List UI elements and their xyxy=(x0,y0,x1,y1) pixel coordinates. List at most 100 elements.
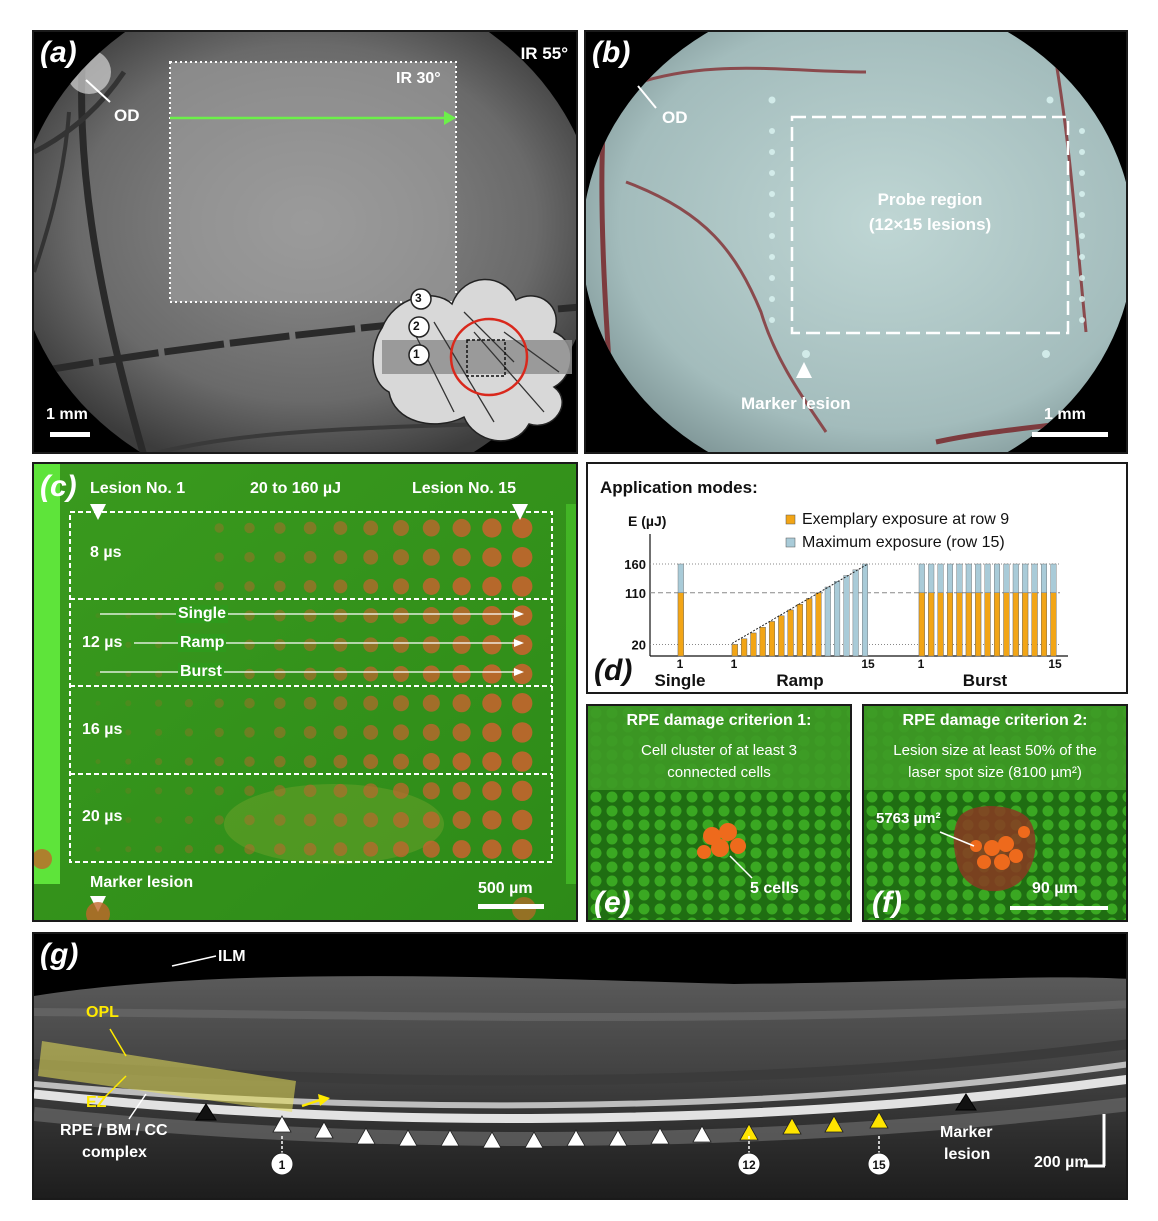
duration-8: 8 µs xyxy=(90,544,122,561)
x-tick-label: 15 xyxy=(861,657,875,671)
scale-label: 90 µm xyxy=(1032,880,1078,897)
lesion-dot xyxy=(422,548,440,566)
lesion-dot xyxy=(155,758,163,766)
bar-ramp-exemplary xyxy=(815,592,822,657)
bar-ramp-exemplary xyxy=(750,632,757,657)
lesion-dot xyxy=(303,550,317,564)
lesion-dot xyxy=(422,665,440,683)
white-lesion-marker xyxy=(692,1125,712,1143)
scale-label: 1 mm xyxy=(46,406,88,423)
criterion-line-2: laser spot size (8100 µm²) xyxy=(908,764,1082,781)
lesion-dot xyxy=(274,609,286,622)
lesion-number-badge xyxy=(270,1152,294,1176)
lesion-number-badge xyxy=(867,1152,891,1176)
lesion-number: 15 xyxy=(872,1158,886,1172)
marker-lesion-label: Marker xyxy=(940,1124,993,1141)
lesion-number-badge xyxy=(737,1152,761,1176)
energy-range: 20 to 160 µJ xyxy=(250,480,342,497)
bar-burst-exemplary xyxy=(1003,592,1010,657)
lesion-dot xyxy=(482,635,502,655)
bar-burst-exemplary xyxy=(1012,592,1019,657)
lesion-dot xyxy=(244,756,255,767)
lesion-dot xyxy=(512,605,533,626)
lesion-dot xyxy=(452,548,471,567)
bar-burst-exemplary xyxy=(984,592,991,657)
lesion-dot xyxy=(512,663,533,685)
bar-ramp-max xyxy=(843,575,850,657)
lesion-dot xyxy=(184,728,194,737)
lesion-dot xyxy=(125,758,132,765)
panel-e: RPE damage criterion 1: Cell cluster of … xyxy=(586,704,852,922)
lesion-dot xyxy=(363,520,379,536)
lesion-dot xyxy=(155,641,163,649)
lesion-dot xyxy=(333,725,348,740)
panel-a: (a) IR 55° IR 30° OD 1 mm 3 2 1 xyxy=(32,30,578,454)
lesion-dot xyxy=(274,785,286,797)
x-tick-label: 1 xyxy=(677,657,684,671)
marker-label: Marker lesion xyxy=(741,394,851,413)
bar-burst-exemplary xyxy=(965,592,972,657)
bar-ramp-exemplary xyxy=(759,627,766,657)
lesion-dot xyxy=(482,576,502,597)
lesion-dot xyxy=(422,577,440,595)
lesion-dot xyxy=(452,518,471,538)
lesion-number: 1 xyxy=(279,1158,286,1172)
y-tick-label: 160 xyxy=(624,557,646,572)
lesion-dot xyxy=(422,636,440,654)
lesion-dot xyxy=(452,664,471,684)
legend-label: Exemplary exposure at row 9 xyxy=(802,511,1009,528)
lesion-dot xyxy=(155,612,163,620)
lesion-grid xyxy=(95,517,533,860)
lesion-dot xyxy=(95,671,101,677)
bar-ramp-max xyxy=(852,569,859,657)
panel-label: (c) xyxy=(40,470,77,503)
od-label: OD xyxy=(114,106,140,125)
damaged-cells xyxy=(697,823,746,859)
lesion-dot xyxy=(244,581,255,592)
lesion-dot xyxy=(184,786,194,795)
group-label: Burst xyxy=(963,671,1008,690)
lesion-dot xyxy=(214,844,224,854)
lesion-dot xyxy=(512,517,533,539)
lesion-dot xyxy=(393,695,409,712)
yellow-lesion-marker xyxy=(869,1111,889,1129)
marker-triangle xyxy=(796,362,812,378)
bar-burst-exemplary xyxy=(1041,592,1048,657)
x-tick-label: 1 xyxy=(731,657,738,671)
lesion-dot xyxy=(422,607,440,625)
lesion-dot xyxy=(214,756,224,767)
lesion-number: 12 xyxy=(742,1158,756,1172)
white-lesion-marker xyxy=(314,1121,334,1139)
criterion-heading: RPE damage criterion 1: xyxy=(626,712,812,729)
panel-label: (a) xyxy=(40,36,77,69)
white-lesion-marker xyxy=(356,1127,376,1145)
lesion-dot xyxy=(512,722,533,743)
lesion-dot xyxy=(155,787,163,795)
lesion-dot xyxy=(125,846,132,853)
white-lesion-marker xyxy=(566,1129,586,1147)
y-tick-label: 20 xyxy=(632,638,646,653)
lesion-dot xyxy=(393,753,409,770)
lesion-dot xyxy=(244,697,255,709)
lesion-dot xyxy=(125,787,132,794)
lesion-dot xyxy=(95,613,101,619)
white-lesion-marker xyxy=(440,1129,460,1147)
ez-label: EZ xyxy=(86,1094,107,1111)
scale-label: 500 µm xyxy=(478,880,533,897)
lesion-dot xyxy=(452,577,471,596)
criterion-line-2: connected cells xyxy=(667,764,771,781)
lesion-dot xyxy=(274,522,286,534)
lesion-dot xyxy=(363,841,379,857)
oct-bscan-image: 1 12 15 xyxy=(34,934,1126,1198)
lesion-dot xyxy=(244,785,255,797)
od-label: OD xyxy=(662,108,688,127)
rpe-complex-label: RPE / BM / CC xyxy=(60,1122,168,1139)
lesion-dot xyxy=(393,636,409,653)
lesion-area-label: 5763 µm² xyxy=(876,810,941,827)
lesion-dot xyxy=(363,549,379,565)
lesion-dot xyxy=(333,696,348,711)
bar-burst-exemplary xyxy=(1022,592,1029,657)
lesion-dot xyxy=(393,812,409,828)
lesion-dot xyxy=(184,757,194,766)
lesion-dot xyxy=(303,813,317,827)
